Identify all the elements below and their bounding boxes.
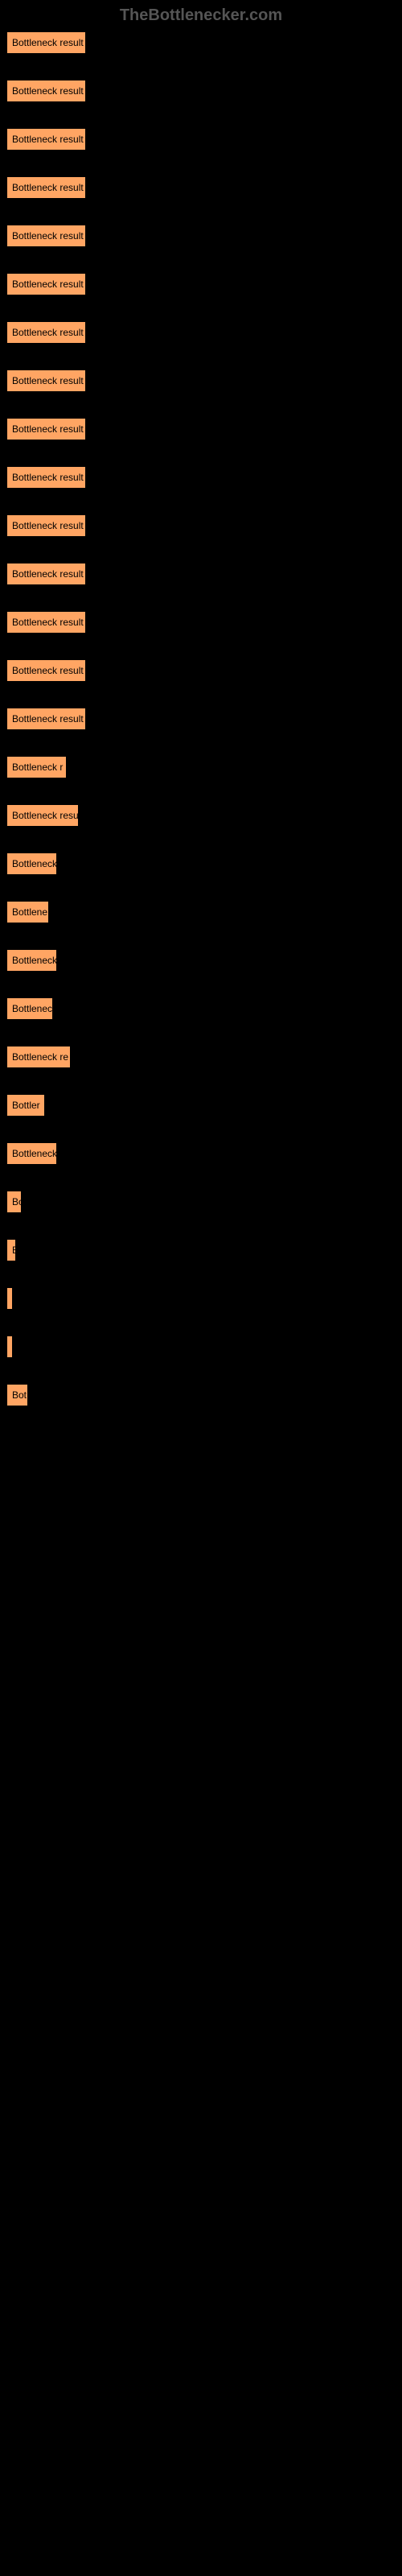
bar: Bottleneck result: [6, 128, 86, 151]
bar: Bottleneck resu: [6, 804, 79, 827]
bar-label: Bottleneck: [12, 955, 57, 966]
bar-row: Bottleneck: [6, 1142, 396, 1165]
bar-label: B: [12, 1245, 16, 1256]
bar: Bottleneck result: [6, 31, 86, 54]
bar-row: Bottleneck: [6, 949, 396, 972]
bar-label: Bottleneck re: [12, 1051, 68, 1063]
bar-label: Bottleneck result: [12, 713, 84, 724]
bar-row: Bo: [6, 1191, 396, 1213]
bar-row: [6, 1287, 396, 1310]
bar-chart: Bottleneck result Bottleneck result Bottle…: [0, 31, 402, 1448]
bar-label: Bottleneck result: [12, 472, 84, 483]
bar-label: Bottleneck result: [12, 520, 84, 531]
bar: Bottleneck result: [6, 611, 86, 634]
bar-label: Bottleneck result: [12, 568, 84, 580]
bar-row: Bottleneck result: [6, 369, 396, 392]
bar-row: Bottleneck result: [6, 80, 396, 102]
bar-label: Bottlene: [12, 906, 47, 918]
bar-label: Bo: [12, 1196, 22, 1208]
bar-label: Bottleneck result: [12, 423, 84, 435]
bar-row: Bottleneck result: [6, 611, 396, 634]
bar: Bottlenec: [6, 997, 53, 1020]
bar-label: Bottleneck result: [12, 230, 84, 242]
bar: Bottleneck result: [6, 225, 86, 247]
bar: Bottleneck result: [6, 563, 86, 585]
bar-row: B: [6, 1239, 396, 1261]
bar-label: Bottleneck result: [12, 134, 84, 145]
bar-label: Bot: [12, 1389, 27, 1401]
bar: Bottleneck result: [6, 708, 86, 730]
bar-row: Bottleneck result: [6, 708, 396, 730]
bar: Bottleneck re: [6, 1046, 71, 1068]
bar-row: [6, 1335, 396, 1358]
bar: B: [6, 1239, 16, 1261]
bar-row: Bottleneck r: [6, 756, 396, 778]
bar: Bottleneck result: [6, 321, 86, 344]
bar: Bottleneck result: [6, 80, 86, 102]
bar-label: Bottleneck result: [12, 665, 84, 676]
bar-row: Bottleneck: [6, 852, 396, 875]
bar: Bottleneck: [6, 1142, 57, 1165]
bar-label: Bottleneck resu: [12, 810, 79, 821]
site-header: TheBottlenecker.com: [0, 0, 402, 31]
bar: Bottleneck result: [6, 418, 86, 440]
bar-row: Bottleneck result: [6, 31, 396, 54]
bar-row: Bottleneck result: [6, 176, 396, 199]
bar-label: Bottleneck result: [12, 85, 84, 97]
bar: Bo: [6, 1191, 22, 1213]
bar-label: Bottleneck result: [12, 327, 84, 338]
bar: [6, 1335, 13, 1358]
bar-label: Bottleneck result: [12, 37, 84, 48]
bar-label: Bottleneck result: [12, 279, 84, 290]
bar-label: Bottler: [12, 1100, 40, 1111]
bar: Bottleneck result: [6, 369, 86, 392]
bar-row: Bottleneck result: [6, 659, 396, 682]
bar: Bottleneck result: [6, 659, 86, 682]
bar-row: Bottleneck result: [6, 273, 396, 295]
bar-row: Bottleneck result: [6, 128, 396, 151]
bar: Bottleneck: [6, 852, 57, 875]
bar-label: Bottleneck result: [12, 375, 84, 386]
bar: Bottleneck: [6, 949, 57, 972]
bar-row: Bottleneck result: [6, 321, 396, 344]
bar-row: Bottlene: [6, 901, 396, 923]
bar: Bottleneck result: [6, 273, 86, 295]
bar-row: Bottleneck result: [6, 514, 396, 537]
bar: Bottleneck result: [6, 466, 86, 489]
bar-row: Bottleneck result: [6, 466, 396, 489]
bar-row: Bottler: [6, 1094, 396, 1117]
bar: Bot: [6, 1384, 28, 1406]
bar-row: Bottlenec: [6, 997, 396, 1020]
bar: Bottleneck result: [6, 514, 86, 537]
bar: Bottleneck result: [6, 176, 86, 199]
bar-label: Bottleneck result: [12, 182, 84, 193]
bar-label: Bottleneck: [12, 858, 57, 869]
bar-row: Bot: [6, 1384, 396, 1406]
bar-row: Bottleneck result: [6, 563, 396, 585]
bar-label: Bottleneck result: [12, 617, 84, 628]
bar-row: Bottleneck re: [6, 1046, 396, 1068]
bar: Bottler: [6, 1094, 45, 1117]
bar-label: Bottlenec: [12, 1003, 52, 1014]
bar: Bottleneck r: [6, 756, 67, 778]
bar-label: Bottleneck: [12, 1148, 57, 1159]
bar-row: Bottleneck result: [6, 225, 396, 247]
bar-label: Bottleneck r: [12, 762, 63, 773]
bar: Bottlene: [6, 901, 49, 923]
bar: [6, 1287, 13, 1310]
bar-row: Bottleneck resu: [6, 804, 396, 827]
bar-row: Bottleneck result: [6, 418, 396, 440]
